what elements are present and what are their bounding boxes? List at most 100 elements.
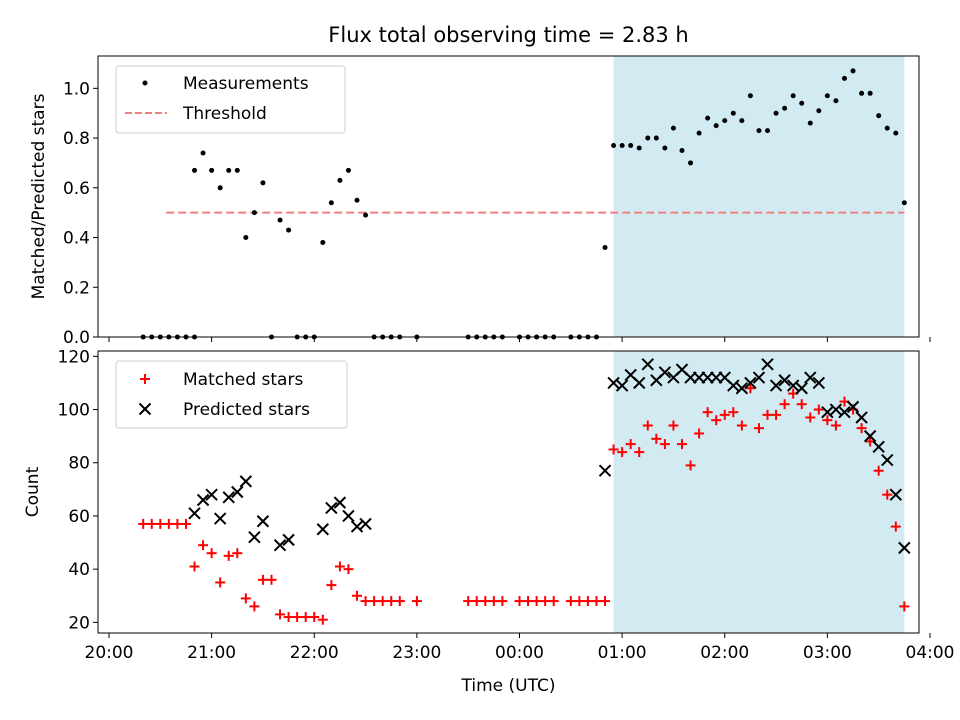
- x-marker-b: [641, 358, 654, 371]
- measurement-point: [688, 160, 694, 166]
- ratio-legend: Measurements Threshold: [115, 65, 346, 134]
- x-marker-b: [359, 517, 372, 531]
- legend-measurements-marker: [142, 80, 148, 86]
- x-marker-b: [718, 371, 731, 384]
- measurement-point: [722, 118, 728, 124]
- predicted-star-point: [282, 533, 295, 547]
- predicted-star-point: [821, 405, 834, 419]
- matched-star-point: [694, 428, 705, 439]
- predicted-star-point: [188, 507, 201, 520]
- ratio-panel: 0.0 0.2 0.4 0.6 0.8 1.0 Flux total observing …: [29, 23, 931, 348]
- matched-star-point: [608, 444, 619, 455]
- measurement-point: [713, 123, 719, 129]
- x-marker-b: [786, 379, 800, 392]
- x-tick-label: 01:00: [598, 643, 647, 663]
- x-marker-b: [231, 485, 244, 499]
- measurement-point: [209, 167, 215, 173]
- matched-star-point: [317, 614, 328, 625]
- predicted-star-point: [727, 379, 740, 392]
- predicted-star-point: [615, 379, 629, 392]
- x-marker-b: [769, 379, 783, 392]
- predicted-star-point: [316, 523, 330, 536]
- y-tick-label: 20: [68, 613, 90, 633]
- measurement-point: [782, 105, 788, 111]
- predicted-star-point: [829, 403, 843, 416]
- measurement-point: [611, 143, 617, 149]
- x-marker-b: [205, 488, 218, 501]
- measurement-point: [841, 75, 847, 81]
- measurement-point: [679, 147, 685, 153]
- predicted-star-point: [898, 541, 911, 555]
- matched-star-point: [668, 420, 679, 431]
- x-marker-b: [752, 371, 766, 384]
- measurement-point: [226, 167, 232, 173]
- matched-star-point: [300, 612, 311, 623]
- matched-star-point: [540, 596, 551, 607]
- measurement-point: [859, 90, 865, 96]
- matched-star-point: [497, 596, 508, 607]
- count-panel-frame: [97, 350, 920, 634]
- time-x-ticks: 20:00 21:00 22:00 23:00 00:00 01:00 02:00 03:00…: [85, 633, 955, 663]
- measurement-point: [747, 93, 753, 99]
- predicted-star-point: [855, 411, 868, 424]
- legend-plus-marker: [140, 374, 150, 384]
- y-tick-label: 0.8: [63, 129, 90, 149]
- predicted-star-point: [213, 512, 227, 525]
- predicted-star-point: [333, 496, 347, 509]
- matched-star-point: [711, 415, 722, 426]
- matched-star-point: [206, 548, 217, 559]
- y-tick-label: 60: [68, 507, 90, 527]
- matched-star-point: [138, 518, 149, 529]
- matched-star-point: [240, 593, 251, 604]
- x-tick-label: 20:00: [85, 643, 134, 663]
- measurement-point: [328, 200, 334, 206]
- matched-star-point: [642, 420, 653, 431]
- measurement-point: [653, 135, 659, 141]
- x-marker-b: [273, 539, 287, 552]
- x-marker-b: [316, 523, 330, 536]
- measurement-point: [833, 98, 839, 104]
- x-marker-b: [863, 429, 877, 443]
- predicted-star-point: [838, 405, 851, 419]
- measurement-point: [251, 210, 257, 216]
- matched-star-point: [266, 574, 277, 585]
- predicted-star-point: [231, 485, 244, 499]
- measurement-point: [884, 125, 890, 131]
- count-y-axis-label: Count: [23, 466, 43, 517]
- matched-star-point: [830, 420, 841, 431]
- matched-star-point: [719, 409, 730, 420]
- measurement-point: [824, 93, 830, 99]
- predicted-star-point: [641, 358, 654, 371]
- matched-star-point: [198, 540, 209, 551]
- matched-star-point: [377, 596, 388, 607]
- predicted-star-point: [598, 464, 612, 477]
- x-marker-b: [778, 374, 791, 387]
- legend-measurements-label: Measurements: [183, 74, 309, 94]
- predicted-star-point: [248, 531, 261, 544]
- observing-span-shade: [613, 351, 905, 633]
- measurement-point: [234, 167, 240, 173]
- x-marker-b: [821, 405, 834, 419]
- measurement-point: [337, 177, 343, 183]
- matched-star-point: [386, 596, 397, 607]
- ratio-x-ticks: [108, 337, 931, 342]
- matched-star-point: [283, 612, 294, 623]
- matched-star-point: [890, 521, 901, 532]
- predicted-star-point: [786, 379, 800, 392]
- observing-span-shade: [613, 56, 905, 337]
- measurement-point: [277, 217, 283, 223]
- measurement-point: [739, 118, 745, 124]
- matched-star-point: [232, 548, 243, 559]
- matched-star-point: [873, 465, 884, 476]
- matched-star-point: [634, 447, 645, 458]
- matched-star-point: [334, 561, 345, 572]
- matched-star-point: [343, 564, 354, 575]
- matched-star-point: [762, 409, 773, 420]
- measurement-point: [730, 110, 736, 116]
- matched-star-point: [180, 518, 191, 529]
- matched-star-point: [882, 489, 893, 500]
- matched-star-point: [813, 404, 824, 415]
- matched-star-point: [488, 596, 499, 607]
- x-marker-b: [325, 501, 338, 515]
